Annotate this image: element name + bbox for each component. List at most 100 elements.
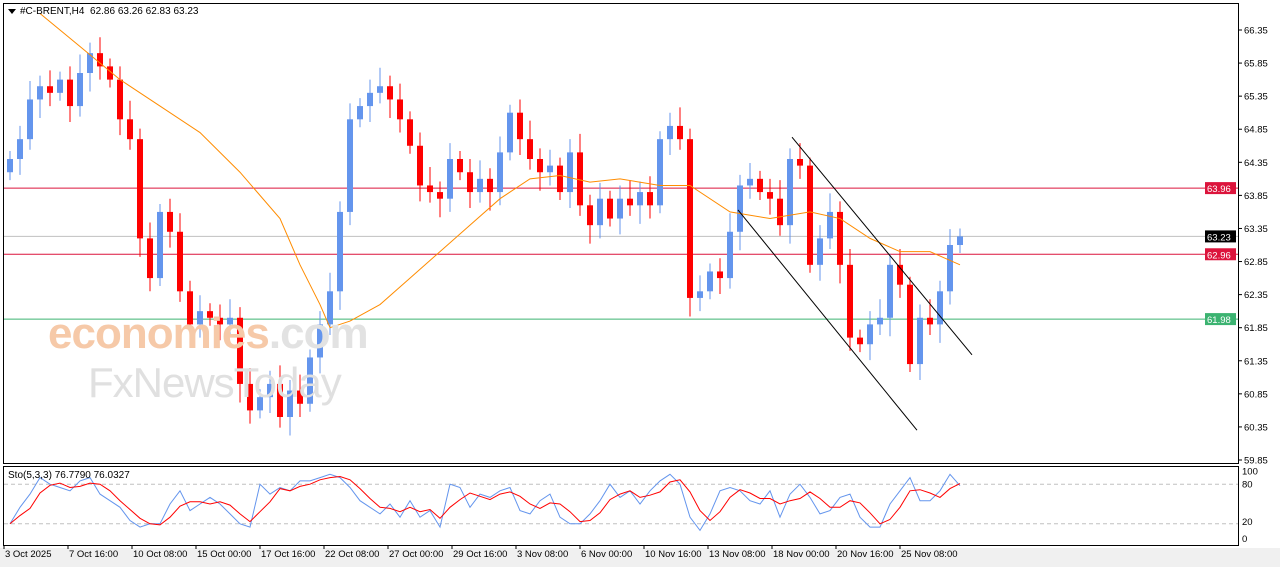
candle-body xyxy=(827,211,833,239)
candle-body xyxy=(757,178,763,193)
candle-body xyxy=(467,172,473,193)
candle xyxy=(117,66,123,136)
candle-body xyxy=(857,337,863,345)
y-tick-label: 64.35 xyxy=(1244,158,1268,169)
candle xyxy=(277,365,283,428)
candle-body xyxy=(707,271,713,292)
x-tick-label: 18 Nov 00:00 xyxy=(773,549,830,560)
dropdown-triangle-icon[interactable] xyxy=(8,8,16,14)
candle xyxy=(57,71,63,101)
candle xyxy=(187,280,193,343)
candle xyxy=(487,168,493,211)
candle xyxy=(537,148,543,191)
candle-body xyxy=(607,198,613,219)
candle xyxy=(407,111,413,154)
x-tick-label: 3 Oct 2025 xyxy=(5,549,51,560)
candle xyxy=(957,228,963,253)
candle xyxy=(147,222,153,292)
trendline xyxy=(791,136,973,356)
candle-body xyxy=(557,165,563,193)
candle-body xyxy=(257,397,263,411)
candle-body xyxy=(287,390,293,417)
candle xyxy=(197,295,203,338)
candle xyxy=(447,143,453,212)
candle-body xyxy=(647,192,653,206)
candle-body xyxy=(437,192,443,199)
candle xyxy=(127,100,133,150)
candle xyxy=(227,299,233,335)
candle-body xyxy=(167,211,173,232)
candle xyxy=(917,304,923,380)
fxnewstoday-watermark: FxNewsToday xyxy=(88,359,342,406)
candle xyxy=(357,98,363,128)
x-tick-label: 6 Nov 00:00 xyxy=(581,549,632,560)
candle-body xyxy=(337,211,343,292)
candle-body xyxy=(177,231,183,292)
stochastic-y-tick: 0 xyxy=(1242,534,1247,545)
candle xyxy=(367,79,373,122)
candle-body xyxy=(677,125,683,140)
candle xyxy=(757,170,763,201)
candle xyxy=(467,159,473,208)
candle xyxy=(707,263,713,300)
candle xyxy=(827,193,833,249)
y-tick-label: 66.35 xyxy=(1244,26,1268,37)
x-tick-label: 20 Nov 16:00 xyxy=(837,549,894,560)
x-tick-label: 10 Oct 08:00 xyxy=(133,549,187,560)
candle-body xyxy=(417,145,423,186)
candle xyxy=(507,104,513,161)
candle-body xyxy=(697,291,703,298)
y-tick-label: 65.35 xyxy=(1244,92,1268,103)
symbol-name: #C-BRENT,H4 xyxy=(20,6,85,17)
candle-body xyxy=(47,86,53,93)
moving-average-line xyxy=(39,13,961,329)
price-label-box xyxy=(1205,313,1236,326)
candle xyxy=(517,99,523,156)
candle-body xyxy=(507,112,513,153)
candle xyxy=(97,37,103,80)
candle xyxy=(47,70,53,107)
candle-body xyxy=(127,119,133,140)
candle xyxy=(747,162,753,199)
candle xyxy=(497,136,503,206)
candle xyxy=(857,329,863,353)
candle-body xyxy=(947,245,953,292)
candle xyxy=(17,125,23,175)
y-tick-label: 61.85 xyxy=(1244,323,1268,334)
candle xyxy=(907,276,913,373)
candle xyxy=(87,42,93,92)
candle-body xyxy=(297,390,303,404)
candle-body xyxy=(57,79,63,93)
x-tick-label: 27 Oct 00:00 xyxy=(389,549,443,560)
candle xyxy=(587,194,593,244)
candle xyxy=(167,198,173,248)
candle xyxy=(7,151,13,181)
candle-body xyxy=(187,291,193,325)
candle-body xyxy=(497,152,503,193)
candle xyxy=(927,299,933,335)
candle-body xyxy=(957,236,963,245)
candle xyxy=(427,166,433,203)
stochastic-y-tick: 20 xyxy=(1242,517,1253,528)
candle xyxy=(327,272,333,335)
candle-body xyxy=(347,119,353,212)
candle-body xyxy=(197,311,203,325)
candle xyxy=(877,299,883,335)
candle xyxy=(947,229,953,305)
candle-body xyxy=(227,317,233,325)
candle-body xyxy=(117,79,123,120)
candle-body xyxy=(867,324,873,345)
candle xyxy=(67,66,73,122)
candle-body xyxy=(37,86,43,100)
candle-body xyxy=(577,152,583,206)
candle xyxy=(897,248,903,298)
candle xyxy=(217,304,223,341)
candle-body xyxy=(397,99,403,120)
candle-body xyxy=(277,383,283,417)
price-label-box xyxy=(1205,248,1236,261)
candle xyxy=(307,349,313,412)
y-tick-label: 59.85 xyxy=(1244,456,1268,467)
candle-body xyxy=(377,86,383,93)
candle-body xyxy=(447,159,453,199)
